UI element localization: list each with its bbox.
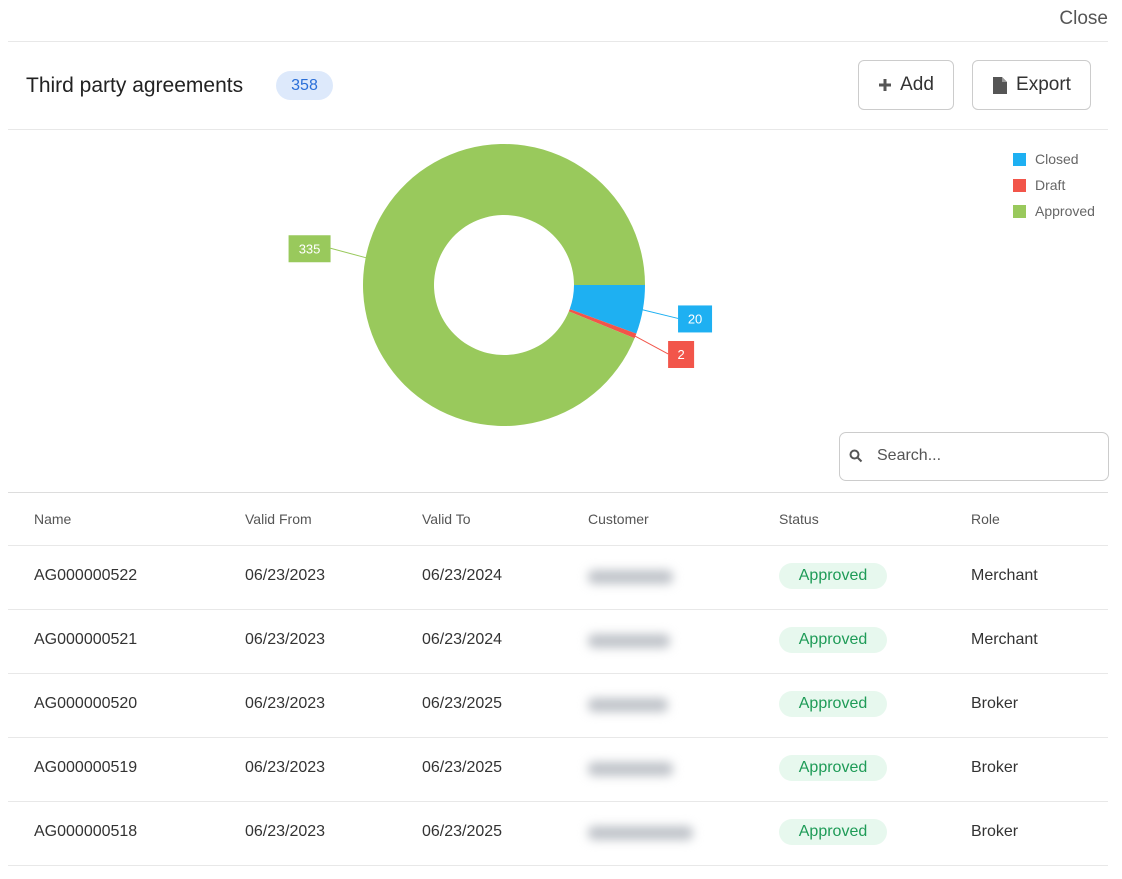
cell: 06/23/2024 (422, 567, 503, 584)
divider (8, 545, 1108, 546)
cell: 06/23/2023 (245, 759, 326, 776)
legend-label: Closed (1035, 151, 1079, 167)
legend-swatch (1013, 153, 1026, 166)
column-header: Name (34, 511, 72, 527)
divider (8, 129, 1108, 130)
search-icon (849, 449, 863, 463)
column-header: Customer (588, 511, 649, 527)
status-badge: Approved (779, 691, 887, 717)
blurred-customer (588, 634, 670, 648)
data-label: 20 (688, 311, 702, 326)
legend-label: Approved (1035, 203, 1095, 219)
leader-line (330, 247, 369, 259)
blurred-customer (588, 570, 673, 584)
column-header: Role (971, 511, 1000, 527)
cell: 06/23/2025 (422, 695, 503, 712)
divider (8, 865, 1108, 866)
cell: Broker (971, 759, 1019, 776)
blurred-customer (588, 762, 673, 776)
blurred-customer (588, 698, 668, 712)
divider (8, 673, 1108, 674)
add-label: Add (900, 74, 934, 95)
cell: AG000000518 (34, 823, 138, 840)
cell: Broker (971, 695, 1019, 712)
column-header: Valid To (422, 511, 471, 527)
close-button[interactable]: Close (1059, 8, 1108, 29)
cell: 06/23/2024 (422, 631, 503, 648)
search-box[interactable]: Search... (839, 432, 1109, 481)
cell: 06/23/2025 (422, 823, 503, 840)
blurred-customer (588, 826, 693, 840)
status-badge: Approved (779, 755, 887, 781)
status-badge: Approved (779, 627, 887, 653)
search-placeholder: Search... (877, 447, 942, 464)
data-label-box (678, 305, 713, 333)
data-label: 2 (677, 347, 684, 362)
data-label-box (288, 235, 331, 263)
leader-line (639, 308, 679, 319)
data-label-box (668, 340, 695, 368)
donut-slice (568, 309, 637, 339)
data-label: 335 (299, 241, 321, 256)
cell: AG000000521 (34, 631, 138, 648)
plus-icon (879, 79, 892, 91)
cell: AG000000522 (34, 567, 138, 584)
file-icon (993, 76, 1008, 94)
donut-slice (569, 285, 645, 334)
divider (8, 801, 1108, 802)
cell: 06/23/2023 (245, 567, 326, 584)
donut-slice (362, 143, 645, 426)
export-button[interactable]: Export (972, 60, 1091, 110)
divider (8, 737, 1108, 738)
column-header: Valid From (245, 511, 312, 527)
cell: 06/23/2023 (245, 823, 326, 840)
cell: Merchant (971, 567, 1038, 584)
page-title: Third party agreements (26, 74, 244, 97)
add-button[interactable]: Add (858, 60, 954, 110)
cell: Broker (971, 823, 1019, 840)
cell: AG000000519 (34, 759, 138, 776)
cell: Merchant (971, 631, 1038, 648)
cell: 06/23/2023 (245, 631, 326, 648)
column-header: Status (779, 511, 819, 527)
cell: 06/23/2025 (422, 759, 503, 776)
count-badge: 358 (276, 71, 333, 100)
status-badge: Approved (779, 819, 887, 845)
divider (8, 41, 1108, 42)
divider (8, 609, 1108, 610)
cell: 06/23/2023 (245, 695, 326, 712)
legend-swatch (1013, 179, 1026, 192)
leader-line (632, 334, 669, 355)
status-badge: Approved (779, 563, 887, 589)
legend-label: Draft (1035, 177, 1065, 193)
legend-swatch (1013, 205, 1026, 218)
cell: AG000000520 (34, 695, 138, 712)
export-label: Export (1016, 74, 1071, 95)
divider (8, 492, 1108, 493)
donut-chart: 20 2 335 Closed Draft Approved (288, 143, 1095, 426)
